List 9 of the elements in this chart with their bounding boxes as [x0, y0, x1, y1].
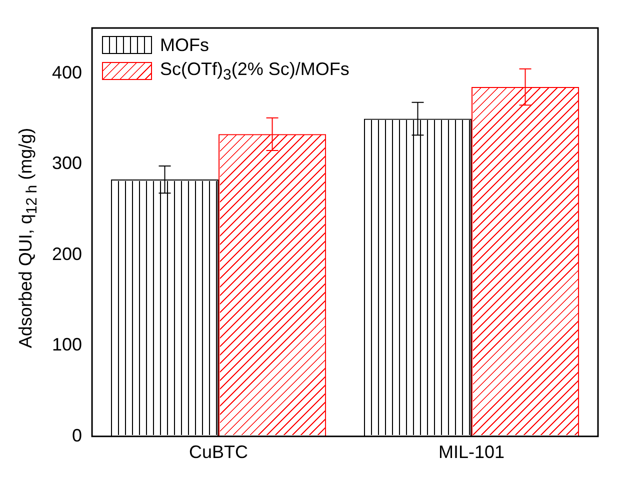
legend-label: MOFs: [160, 34, 210, 56]
y-tick-label: 400: [52, 62, 82, 82]
legend-label: Sc(OTf)$_{3}$(2% Sc)/MOFs: [160, 58, 350, 84]
x-tick-label: CuBTC: [189, 442, 248, 462]
y-tick-label: 200: [52, 244, 82, 264]
y-tick-label: 100: [52, 334, 82, 355]
x-tick-label: MIL-101: [438, 442, 505, 462]
y-tick-label: 300: [52, 153, 82, 174]
y-tick-label: 0: [72, 425, 82, 446]
